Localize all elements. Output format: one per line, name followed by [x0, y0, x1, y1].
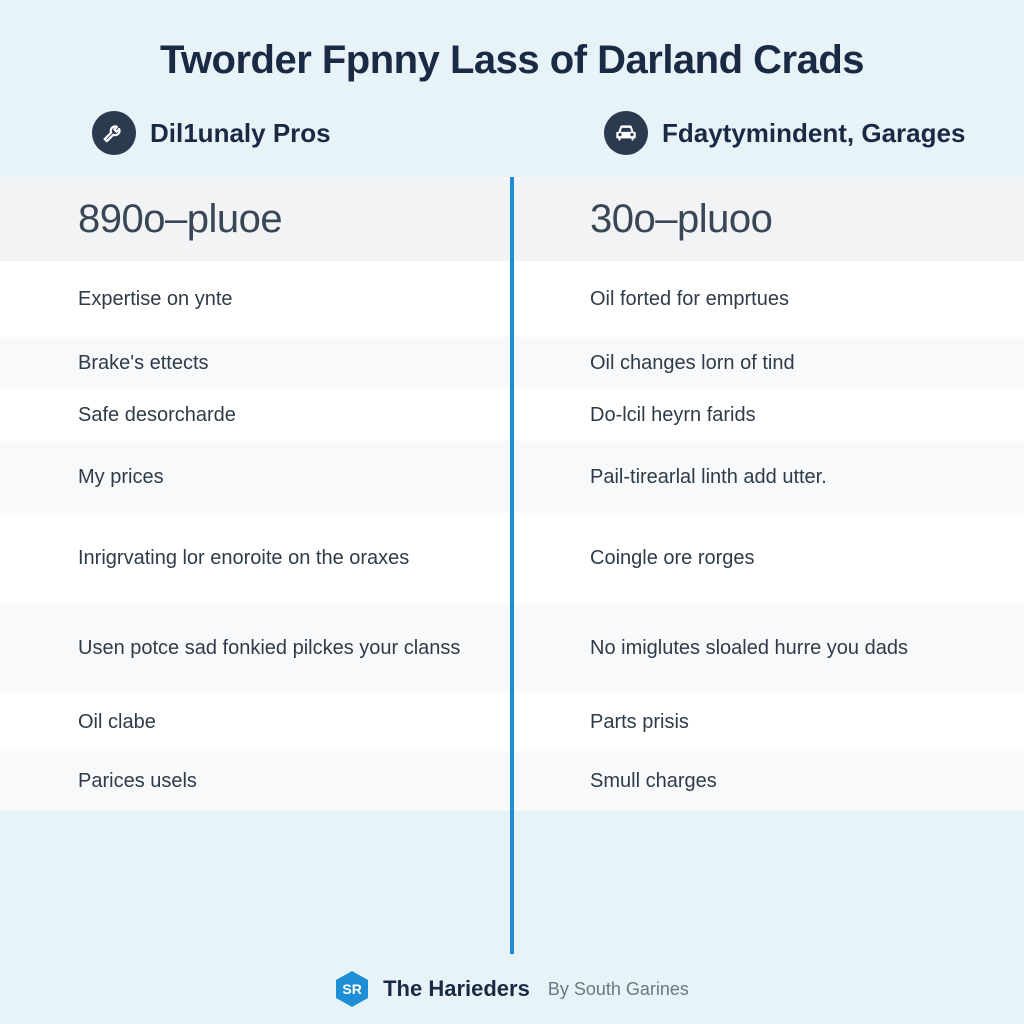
left-row: My prices [0, 441, 512, 513]
left-row: Parices usels [0, 751, 512, 811]
left-price: 890o–pluoe [78, 197, 282, 242]
right-row-text: No imiglutes sloaled hurre you dads [590, 635, 908, 661]
right-column: 30o–pluoo Oil forted for emprtues Oil cha… [512, 177, 1024, 954]
right-row: Pail-tirearlal linth add utter. [512, 441, 1024, 513]
left-row-text: My prices [78, 464, 164, 490]
right-row-text: Coingle ore rorges [590, 545, 755, 571]
right-row: Coingle ore rorges [512, 513, 1024, 603]
left-row-text: Oil clabe [78, 709, 156, 735]
right-header-label: Fdaytymindent, Garages [662, 118, 965, 149]
left-row: Usen potce sad fonkied pilckes your clan… [0, 603, 512, 693]
left-row-text: Inrigrvating lor enoroite on the oraxes [78, 545, 409, 571]
left-row: Safe desorcharde [0, 389, 512, 441]
right-row-text: Smull charges [590, 768, 717, 794]
car-icon [604, 111, 648, 155]
right-price: 30o–pluoo [590, 197, 772, 242]
columns-header: Dil1unaly Pros Fdaytymindent, Garages [0, 111, 1024, 177]
right-price-row: 30o–pluoo [512, 177, 1024, 261]
left-row-text: Usen potce sad fonkied pilckes your clan… [78, 635, 460, 661]
right-row: Do-lcil heyrn farids [512, 389, 1024, 441]
footer-logo: SR [335, 970, 369, 1008]
left-column-header: Dil1unaly Pros [0, 111, 512, 155]
left-row: Inrigrvating lor enoroite on the oraxes [0, 513, 512, 603]
right-row-text: Oil forted for emprtues [590, 286, 789, 312]
footer: SR The Harieders By South Garines [0, 954, 1024, 1024]
right-row: Oil forted for emprtues [512, 261, 1024, 337]
left-row-text: Expertise on ynte [78, 286, 233, 312]
right-row-text: Parts prisis [590, 709, 689, 735]
center-divider [510, 177, 514, 954]
right-row: Parts prisis [512, 693, 1024, 751]
right-column-header: Fdaytymindent, Garages [512, 111, 1024, 155]
left-header-label: Dil1unaly Pros [150, 118, 331, 149]
left-row: Expertise on ynte [0, 261, 512, 337]
left-row-text: Safe desorcharde [78, 402, 236, 428]
right-row: Smull charges [512, 751, 1024, 811]
right-row-text: Pail-tirearlal linth add utter. [590, 464, 827, 490]
left-row: Oil clabe [0, 693, 512, 751]
right-row: Oil changes lorn of tind [512, 337, 1024, 389]
right-row-text: Oil changes lorn of tind [590, 350, 795, 376]
comparison-page: Tworder Fpnny Lass of Darland Crads Dil1… [0, 0, 1024, 1024]
footer-byline: By South Garines [548, 979, 689, 1000]
left-price-row: 890o–pluoe [0, 177, 512, 261]
footer-logo-letters: SR [342, 981, 361, 997]
right-row-text: Do-lcil heyrn farids [590, 402, 756, 428]
left-row: Brake's ettects [0, 337, 512, 389]
footer-title: The Harieders [383, 976, 530, 1002]
left-column: 890o–pluoe Expertise on ynte Brake's ette… [0, 177, 512, 954]
comparison-table: 890o–pluoe Expertise on ynte Brake's ette… [0, 177, 1024, 954]
left-row-text: Brake's ettects [78, 350, 209, 376]
right-row: No imiglutes sloaled hurre you dads [512, 603, 1024, 693]
left-row-text: Parices usels [78, 768, 197, 794]
wrench-icon [92, 111, 136, 155]
page-title: Tworder Fpnny Lass of Darland Crads [0, 0, 1024, 111]
